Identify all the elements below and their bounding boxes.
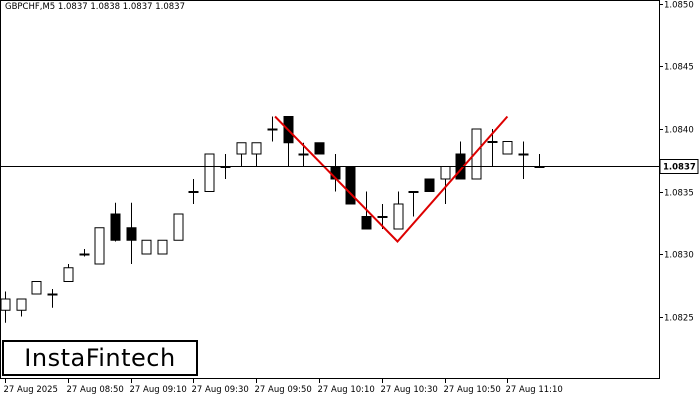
- candle-body: [408, 191, 419, 193]
- candle: [188, 179, 199, 204]
- plot-border: [0, 0, 660, 379]
- ohlc-readout: 1.0837 1.0838 1.0837 1.0837: [57, 2, 185, 12]
- candle: [408, 191, 419, 217]
- candle: [502, 141, 513, 155]
- candle: [487, 129, 498, 167]
- logo-text: InstaFintech: [24, 344, 176, 372]
- candle: [0, 291, 11, 323]
- x-tick-label: 27 Aug 09:50: [255, 385, 312, 395]
- candle-body: [487, 141, 498, 143]
- candle-body: [298, 153, 309, 156]
- current-price-tag-box: [659, 159, 699, 174]
- candle-body: [251, 142, 262, 155]
- x-tick-label: 27 Aug 10:10: [318, 385, 375, 395]
- candle-body: [424, 178, 435, 192]
- candle-body: [188, 191, 199, 193]
- candle: [110, 202, 121, 242]
- candle-body: [345, 166, 356, 205]
- y-tick-label: 1.0845: [664, 63, 694, 73]
- candle: [314, 142, 325, 155]
- double-top-pattern-layer: [274, 115, 509, 243]
- candle-body: [361, 216, 372, 230]
- candle-body: [393, 203, 404, 230]
- candle: [236, 142, 247, 167]
- candle: [345, 166, 356, 205]
- candle-body: [157, 239, 168, 255]
- current-price-tag: 1.0837: [659, 159, 699, 174]
- candle-body: [502, 141, 513, 155]
- candle-body: [471, 128, 482, 180]
- candle: [126, 202, 137, 264]
- x-tick-label: 27 Aug 10:30: [381, 385, 438, 395]
- candle-body: [267, 128, 278, 131]
- candle: [31, 281, 42, 295]
- candle-body: [126, 227, 137, 241]
- instafintech-logo: InstaFintech: [2, 340, 198, 376]
- candle: [16, 298, 27, 317]
- candle-body: [377, 216, 388, 218]
- candle: [251, 142, 262, 167]
- y-tick-label: 1.0825: [664, 314, 694, 324]
- candle-body: [314, 142, 325, 155]
- candle-body: [47, 293, 58, 296]
- candle: [79, 249, 90, 257]
- x-tick-label: 27 Aug 11:10: [506, 385, 563, 395]
- x-tick-label: 27 Aug 09:30: [192, 385, 249, 395]
- y-tick-label: 1.0850: [664, 1, 694, 11]
- y-tick-label: 1.0830: [664, 251, 694, 261]
- candle: [173, 213, 184, 241]
- chart-header: GBPCHF,M5 1.0837 1.0838 1.0837 1.0837: [5, 2, 185, 12]
- candle: [424, 178, 435, 192]
- candle-body: [63, 267, 74, 282]
- candle: [94, 227, 105, 265]
- time-axis: 27 Aug 2025 27 Aug 08:50 27 Aug 09:10 27 Au…: [4, 379, 563, 395]
- candle: [141, 239, 152, 255]
- symbol-label: GBPCHF,M5: [5, 2, 56, 12]
- x-tick-label: 27 Aug 10:50: [444, 385, 501, 395]
- double-top-line: [274, 115, 509, 243]
- y-tick-label: 1.0840: [664, 126, 694, 136]
- candle: [267, 116, 278, 142]
- candle-body: [31, 281, 42, 295]
- x-tick-label: 27 Aug 2025: [4, 385, 58, 395]
- candle: [63, 264, 74, 282]
- candle: [157, 239, 168, 255]
- candle-body: [518, 153, 529, 156]
- candle-body: [440, 166, 451, 180]
- candle-body: [141, 239, 152, 255]
- x-tick-label: 27 Aug 08:50: [67, 385, 124, 395]
- y-tick-label: 1.0835: [664, 189, 694, 199]
- candle-body: [236, 142, 247, 155]
- candle-body: [94, 227, 105, 265]
- current-price-tag-label: 1.0837: [663, 163, 696, 173]
- candle: [518, 141, 529, 179]
- x-tick-label: 27 Aug 09:10: [130, 385, 187, 395]
- price-axis: 1.0850 1.0845 1.0840 1.0835 1.0830 1.0825 1.08…: [659, 1, 699, 324]
- candle: [204, 153, 215, 192]
- candle: [471, 128, 482, 180]
- candle-body: [204, 153, 215, 192]
- candle: [393, 191, 404, 230]
- candle: [47, 289, 58, 308]
- candle-body: [16, 298, 27, 311]
- candle-body: [173, 213, 184, 241]
- candle-body: [79, 253, 90, 256]
- candle-body: [110, 213, 121, 241]
- candle-body: [0, 298, 11, 311]
